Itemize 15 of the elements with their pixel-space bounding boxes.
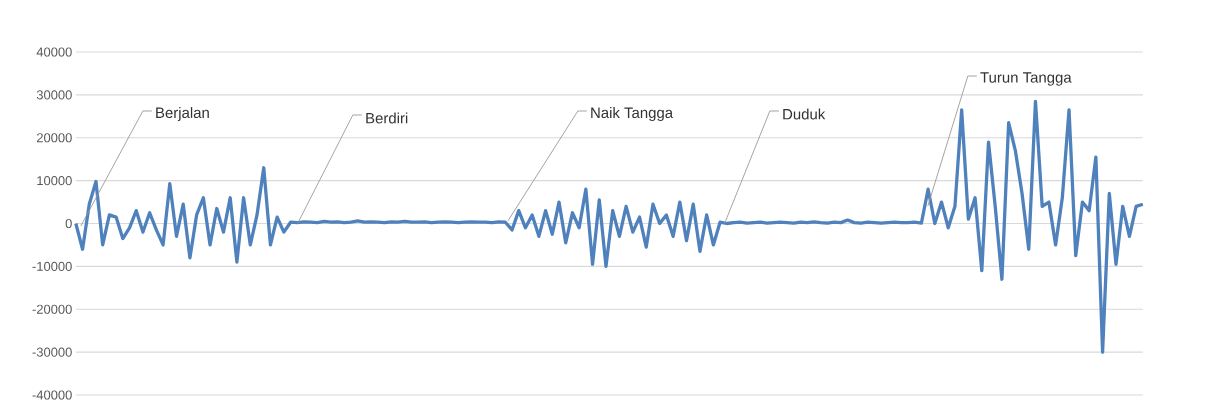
annotation: Berjalan — [156, 107, 209, 121]
y-tick-label: 10000 — [37, 176, 72, 186]
annotation: Naik Tangga — [591, 107, 674, 121]
y-tick-label: -40000 — [32, 390, 72, 400]
y-tick-label: -10000 — [32, 261, 72, 271]
line-series — [74, 99, 1145, 354]
y-tick-label: -30000 — [32, 347, 72, 357]
y-tick-label: 20000 — [36, 133, 72, 143]
annotation: Turun Tangga — [980, 72, 1072, 86]
annotation: Berdiri — [366, 112, 408, 124]
y-tick-label: 40000 — [36, 47, 72, 57]
y-tick-label: 30000 — [36, 90, 72, 100]
annotation: Duduk — [783, 108, 826, 120]
y-tick-label: -20000 — [32, 304, 72, 314]
y-tick-label: 0 — [65, 218, 72, 229]
